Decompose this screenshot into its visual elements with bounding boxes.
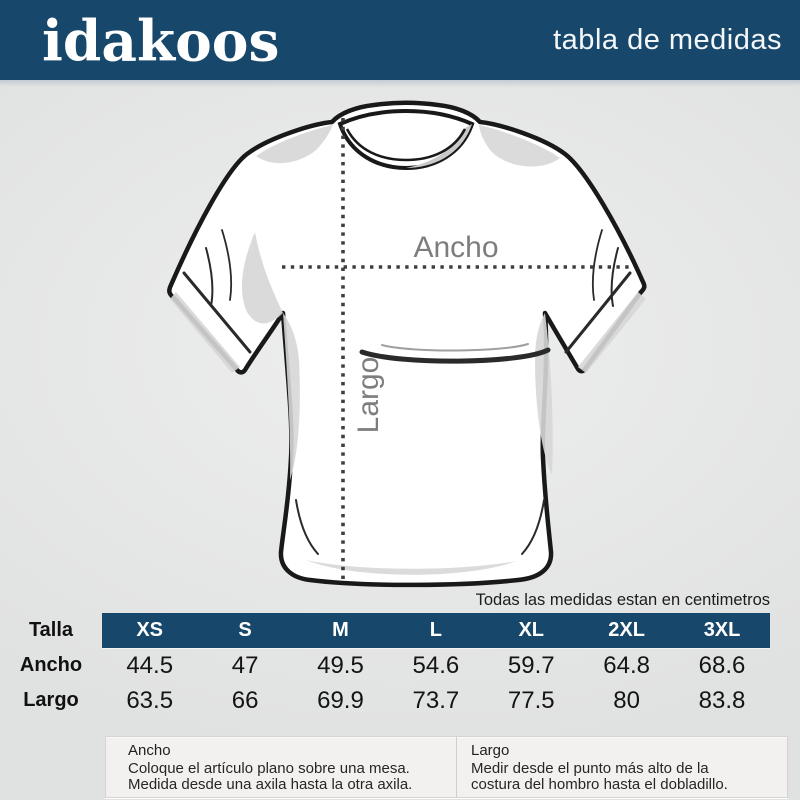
measurement-cell: 77.5: [507, 686, 555, 714]
size-row-label: Talla: [28, 619, 74, 641]
measurement-cell: 54.6: [412, 651, 460, 679]
size-col-xs: XS: [136, 619, 164, 641]
size-col-2xl: 2XL: [608, 619, 645, 641]
measurement-cell: 63.5: [126, 686, 174, 714]
measurement-cell: 64.8: [603, 651, 650, 679]
size-table: Talla XS S M L XL 2XL 3XL Ancho 44.5 47 …: [0, 613, 800, 718]
width-instructions-title: Ancho: [128, 742, 171, 759]
row-label-largo: Largo: [23, 689, 79, 711]
shirt-shading: [170, 125, 646, 575]
measurement-cell: 68.6: [698, 651, 746, 679]
size-header-bar: XS S M L XL 2XL 3XL: [102, 613, 770, 648]
measurement-cell: 47: [231, 651, 259, 679]
length-instructions-line1: Medir desde el punto más alto de la: [471, 759, 709, 777]
size-col-s: S: [238, 619, 252, 641]
size-col-m: M: [332, 619, 349, 641]
width-instructions-line2: Medida desde una axila hasta la otra axi…: [128, 776, 413, 793]
row-label-ancho: Ancho: [19, 654, 83, 676]
brand-logo: idakoos: [42, 6, 280, 74]
width-instructions-line1: Coloque el artículo plano sobre una mesa…: [128, 759, 410, 777]
table-row-largo: Largo 63.5 66 69.9 73.7 77.5 80 83.8: [0, 683, 800, 718]
header-bar: idakoos tabla de medidas: [0, 0, 800, 87]
table-row-ancho: Ancho 44.5 47 49.5 54.6 59.7 64.8 68.6: [0, 648, 800, 683]
measurement-cell: 80: [613, 686, 640, 714]
size-header-row: Talla XS S M L XL 2XL 3XL: [0, 613, 800, 648]
width-instructions: Ancho Coloque el artículo plano sobre un…: [106, 737, 456, 797]
instructions-panel: Ancho Coloque el artículo plano sobre un…: [105, 736, 788, 798]
shirt-illustration: Ancho Largo: [167, 100, 647, 588]
width-dimension-label: Ancho: [413, 231, 498, 264]
measurement-cell: 49.5: [317, 651, 364, 679]
measurements-note: Todas las medidas estan en centimetros: [475, 591, 770, 609]
measurement-cell: 73.7: [412, 686, 460, 714]
collar-inner-shade: [406, 124, 472, 168]
measurement-cell: 66: [231, 686, 259, 714]
size-col-xl: XL: [518, 619, 545, 641]
collar-band-line: [345, 128, 467, 162]
measurement-cell: 44.5: [126, 651, 174, 679]
shirt-details: [182, 229, 632, 555]
measurement-cell: 59.7: [507, 651, 555, 679]
shirt-diagram: Ancho Largo: [0, 87, 800, 800]
size-col-3xl: 3XL: [703, 619, 741, 641]
size-col-l: L: [429, 619, 442, 641]
page-title: tabla de medidas: [553, 23, 782, 56]
length-instructions: Largo Medir desde el punto más alto de l…: [456, 737, 787, 797]
length-instructions-line2: costura del hombro hasta el dobladillo.: [471, 776, 728, 793]
measurement-cell: 69.9: [317, 686, 364, 714]
length-instructions-title: Largo: [471, 742, 510, 759]
length-dimension-label: Largo: [352, 357, 385, 434]
shirt-body-outline: [167, 100, 647, 588]
measurement-cell: 83.8: [698, 686, 746, 714]
